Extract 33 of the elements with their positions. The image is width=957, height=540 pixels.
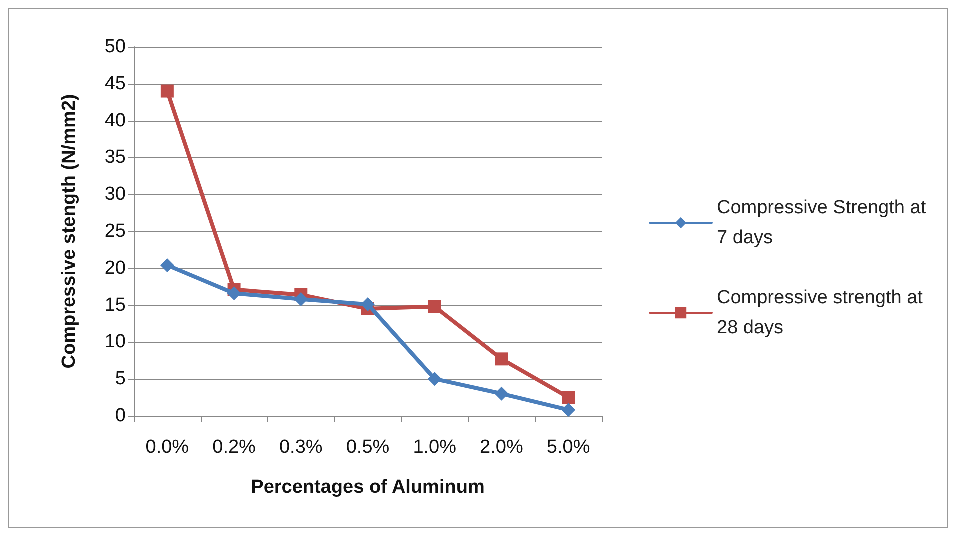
x-tick-label: 5.0%: [546, 437, 590, 458]
x-tick-label: 0.3%: [279, 437, 323, 458]
y-tick-label: 50: [104, 36, 126, 58]
y-tick-label: 25: [104, 221, 126, 242]
point: [361, 298, 375, 312]
point: [494, 386, 509, 401]
y-tick-label: 45: [104, 73, 126, 94]
point: [495, 352, 508, 366]
point: [294, 292, 308, 306]
y-tick-label: 10: [104, 332, 126, 353]
legend-label: Compressive strength at 28 days: [717, 288, 928, 338]
legend-label: Compressive Strength at 7 days: [717, 198, 932, 248]
y-tick-label: 5: [115, 368, 126, 390]
x-tick-label: 0.2%: [212, 437, 256, 458]
y-tick-label: 20: [104, 258, 126, 279]
x-tick-label: 2.0%: [480, 437, 524, 458]
point: [428, 300, 442, 314]
point: [160, 258, 174, 272]
x-tick-label: 0.0%: [146, 437, 190, 458]
y-tick-label: 0: [115, 406, 126, 426]
y-tick-label: 40: [104, 110, 126, 132]
x-axis-title: Percentages of Aluminum: [251, 477, 485, 498]
point: [562, 403, 576, 418]
point: [562, 391, 576, 404]
y-axis-title: Compressive stength (N/mm2): [59, 94, 80, 369]
point: [428, 372, 442, 386]
y-tick-label: 15: [104, 294, 126, 316]
x-tick-label: 1.0%: [413, 437, 457, 458]
y-tick-label: 30: [104, 184, 126, 206]
y-tick-label: 35: [104, 147, 126, 168]
point: [227, 286, 242, 300]
point: [160, 84, 174, 98]
x-tick-label: 0.5%: [346, 437, 390, 458]
